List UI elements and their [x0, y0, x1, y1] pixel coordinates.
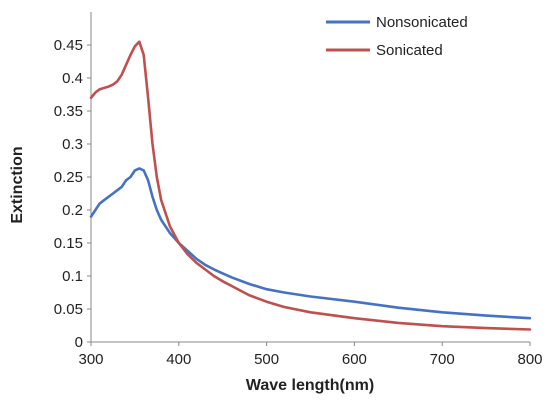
- legend-label-nonsonicated: Nonsonicated: [376, 14, 468, 31]
- x-tick-label: 400: [166, 351, 191, 368]
- y-tick-label: 0.25: [54, 169, 83, 186]
- x-axis-title: Wave length(nm): [246, 377, 374, 394]
- series-line-sonicated: [89, 40, 532, 331]
- y-tick-label: 0.2: [62, 202, 83, 219]
- y-tick-label: 0.45: [54, 37, 83, 54]
- y-tick-label: 0.15: [54, 235, 83, 252]
- y-tick-label: 0.4: [62, 70, 83, 87]
- ticks: 0 0.05 0.1 0.15 0.2 0.25 0.3 0.35 0.4 0.45 300 400 5…: [54, 37, 543, 368]
- y-tick-label: 0: [75, 334, 83, 351]
- x-tick-label: 300: [78, 351, 103, 368]
- series-line-nonsonicated: [89, 167, 532, 320]
- y-axis-title: Extinction: [9, 146, 26, 223]
- legend-label-sonicated: Sonicated: [376, 42, 443, 59]
- legend: Nonsonicated Sonicated: [326, 14, 468, 59]
- x-tick-label: 700: [430, 351, 455, 368]
- y-tick-label: 0.1: [62, 268, 83, 285]
- x-tick-label: 600: [342, 351, 367, 368]
- x-tick-label: 500: [254, 351, 279, 368]
- y-tick-label: 0.35: [54, 103, 83, 120]
- y-tick-label: 0.3: [62, 136, 83, 153]
- series-lines: [89, 40, 532, 331]
- x-tick-label: 800: [517, 351, 542, 368]
- y-tick-label: 0.05: [54, 301, 83, 318]
